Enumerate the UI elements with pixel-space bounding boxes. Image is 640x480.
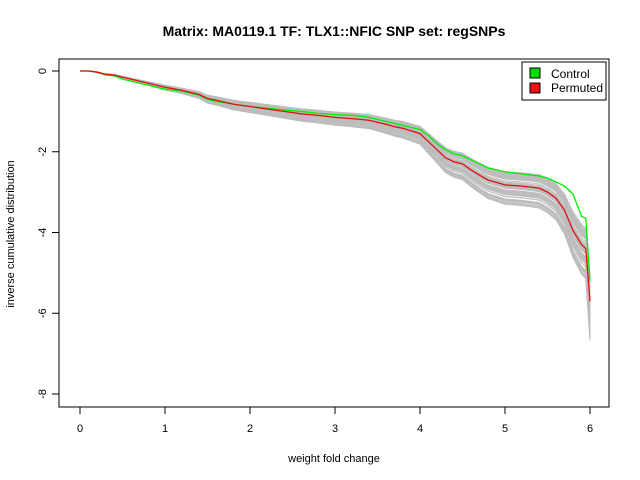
y-tick-label: -6	[37, 308, 49, 318]
x-tick-label: 2	[247, 423, 253, 435]
y-tick-label: -2	[37, 147, 49, 157]
plot-frame	[58, 58, 610, 408]
x-tick-label: 3	[332, 423, 338, 435]
background-run-line	[80, 70, 591, 341]
background-run-line	[80, 70, 591, 325]
control-series-line	[80, 70, 591, 282]
background-run-line	[80, 70, 591, 334]
legend-label-permuted: Permuted	[551, 81, 603, 95]
y-tick-label: -4	[37, 228, 49, 238]
x-axis-label: weight fold change	[287, 453, 380, 465]
x-tick-label: 5	[502, 423, 508, 435]
chart-title: Matrix: MA0119.1 TF: TLX1::NFIC SNP set:…	[163, 23, 506, 39]
y-axis: 0 -2 -4 -6 -8	[37, 68, 60, 399]
y-tick-label: -8	[37, 389, 49, 399]
y-axis-label: inverse cumulative distribution	[5, 160, 17, 307]
background-run-line	[80, 70, 591, 290]
legend-swatch-control	[529, 67, 541, 79]
x-tick-label: 6	[587, 423, 593, 435]
background-run-line	[80, 70, 591, 294]
legend: Control Permuted	[521, 61, 607, 101]
background-run-line	[80, 70, 591, 322]
x-tick-label: 4	[417, 423, 423, 435]
background-run-line	[80, 70, 591, 318]
x-axis: 0 1 2 3 4 5 6	[77, 406, 593, 435]
permuted-series-line	[80, 70, 591, 302]
background-run-line	[80, 70, 591, 309]
x-tick-label: 0	[77, 423, 83, 435]
series-lines	[80, 70, 591, 302]
legend-label-control: Control	[551, 67, 590, 81]
legend-swatch-permuted	[529, 82, 541, 94]
background-run-line	[80, 70, 591, 284]
background-runs	[80, 70, 591, 341]
x-tick-label: 1	[162, 423, 168, 435]
y-tick-label: 0	[37, 68, 49, 74]
